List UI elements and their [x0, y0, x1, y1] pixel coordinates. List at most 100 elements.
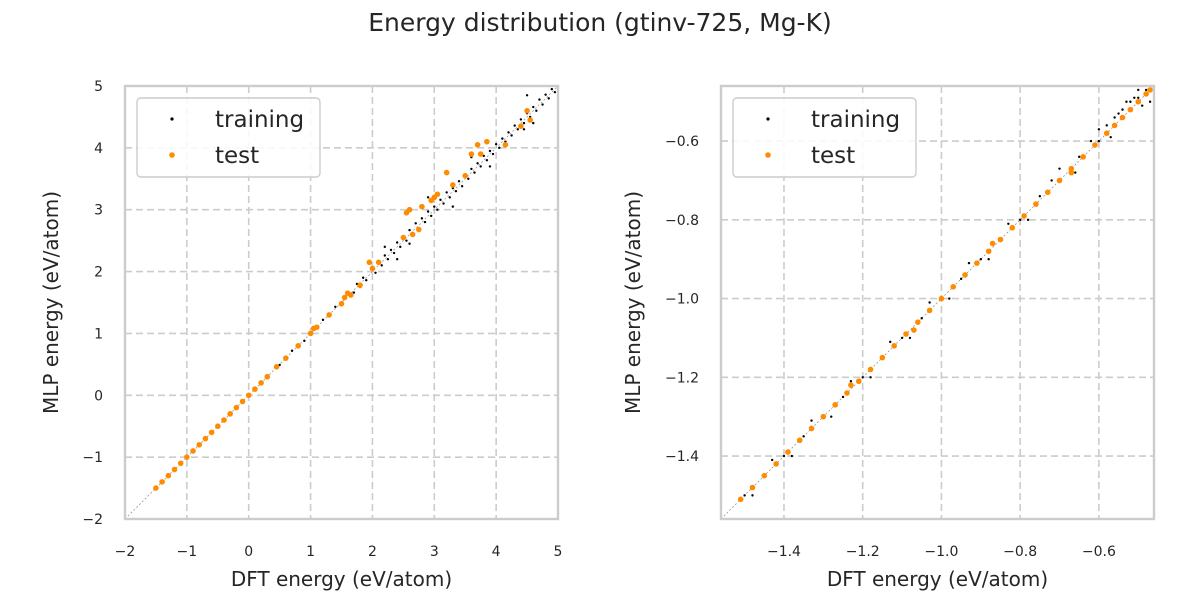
training-point — [1140, 104, 1144, 107]
test-point — [159, 479, 165, 485]
training-point — [1038, 195, 1042, 198]
training-point — [408, 228, 411, 232]
test-point — [848, 382, 854, 388]
test-point — [221, 417, 227, 423]
training-point — [1133, 96, 1136, 100]
training-legend-marker — [766, 117, 770, 121]
training-point — [457, 180, 461, 183]
test-point — [844, 390, 850, 396]
test-point — [196, 441, 203, 448]
y-tick-label: −2 — [82, 512, 103, 528]
test-point — [258, 380, 264, 386]
test-point — [997, 236, 1004, 243]
test-point — [252, 386, 258, 392]
y-tick-label: −0.8 — [665, 213, 699, 229]
training-point — [547, 97, 550, 100]
training-point — [476, 162, 479, 165]
training-point — [454, 189, 458, 193]
test-point — [962, 272, 968, 278]
test-point — [749, 484, 756, 491]
training-point — [522, 128, 526, 131]
x-axis-label: DFT energy (eV/atom) — [827, 567, 1048, 591]
training-point — [1050, 179, 1053, 182]
training-point — [485, 159, 489, 162]
x-tick-label: −1.4 — [767, 544, 801, 560]
y-tick-label: 0 — [94, 388, 103, 404]
test-point — [502, 141, 509, 148]
training-point — [790, 454, 794, 458]
test-point — [773, 461, 779, 467]
test-point — [737, 496, 744, 503]
test-point — [950, 283, 957, 290]
test-point — [165, 472, 172, 479]
y-tick-label: 1 — [94, 326, 103, 342]
test-point — [307, 330, 314, 337]
test-legend-marker — [169, 152, 175, 158]
test-point — [915, 319, 921, 325]
y-tick-label: 5 — [94, 79, 103, 95]
training-point — [507, 131, 510, 134]
training-point — [1026, 218, 1030, 222]
training-point — [532, 105, 535, 109]
training-point — [525, 94, 529, 97]
training-point — [498, 146, 501, 150]
test-point — [273, 364, 280, 370]
training-point — [479, 165, 482, 168]
test-point — [820, 413, 827, 420]
training-point — [948, 297, 951, 300]
test-point — [347, 292, 354, 298]
test-point — [184, 454, 190, 460]
test-point — [341, 294, 348, 301]
x-tick-label: 2 — [368, 544, 377, 560]
test-point — [1111, 122, 1118, 129]
training-point — [426, 196, 430, 199]
y-tick-label: −1.2 — [665, 370, 699, 386]
left-scatter-panel: −2 −1 0 1 2 3 4 5 −2 −1 0 1 2 3 4 5 DFT energy (eV/atom)… — [39, 79, 562, 591]
training-point — [374, 271, 377, 275]
training-point — [1007, 222, 1010, 225]
training-point — [303, 339, 306, 343]
test-point — [761, 472, 768, 479]
test-point — [785, 449, 791, 455]
training-point — [920, 317, 923, 320]
test-point — [326, 312, 332, 318]
test-point — [474, 141, 481, 148]
y-tick-label: −1 — [82, 450, 103, 466]
legend-box — [732, 97, 917, 178]
training-point — [1121, 108, 1124, 111]
test-point — [338, 300, 345, 307]
test-point — [468, 151, 475, 157]
test-point — [264, 373, 271, 380]
training-point — [782, 454, 786, 458]
legend: training test — [136, 97, 321, 178]
training-point — [467, 177, 470, 180]
test-point — [796, 437, 803, 444]
x-tick-label: 0 — [244, 544, 253, 560]
test-point — [208, 429, 215, 436]
training-point — [1089, 139, 1093, 143]
training-point — [392, 251, 396, 255]
training-point — [967, 261, 971, 265]
x-tick-label: 5 — [554, 544, 563, 560]
training-point — [408, 242, 411, 245]
test-point — [832, 402, 838, 408]
test-point — [366, 259, 373, 266]
test-point — [518, 123, 524, 130]
training-point — [522, 121, 526, 125]
training-point — [414, 222, 417, 225]
training-point — [423, 220, 427, 224]
training-point — [501, 137, 504, 140]
test-point — [177, 460, 184, 467]
training-point — [1125, 100, 1128, 103]
training-point — [491, 152, 495, 156]
training-point — [550, 87, 554, 91]
test-point — [239, 398, 246, 405]
test-point — [527, 117, 533, 123]
test-point — [214, 423, 221, 430]
training-point — [334, 305, 337, 309]
training-point — [770, 458, 774, 462]
training-point — [900, 336, 904, 340]
training-point — [361, 276, 365, 279]
training-point — [445, 191, 448, 194]
training-point — [1097, 139, 1101, 143]
